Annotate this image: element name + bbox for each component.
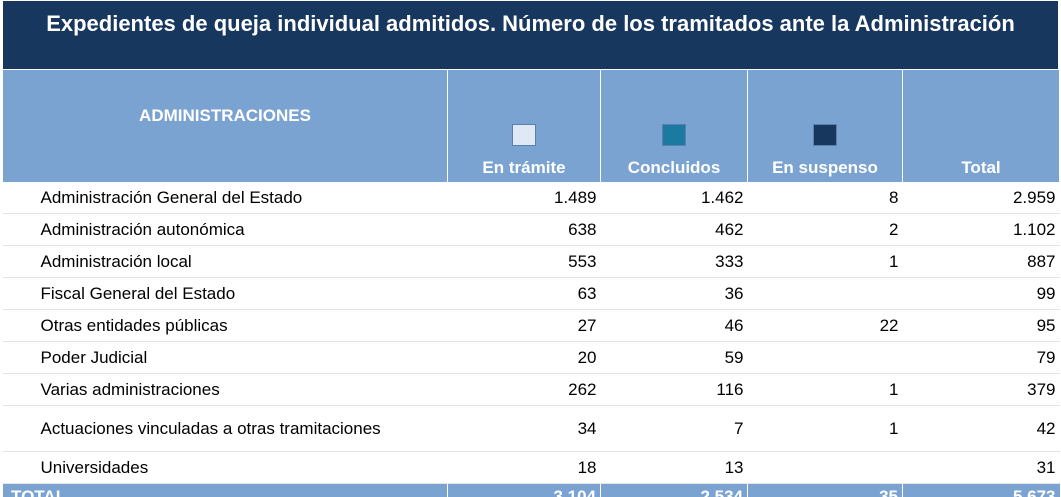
cell (747, 277, 903, 310)
row-label: Poder Judicial (2, 341, 448, 374)
cell: 2 (747, 213, 903, 246)
header-text: Concluidos (627, 158, 721, 177)
header-text: ADMINISTRACIONES (139, 106, 311, 125)
cell: 7 (600, 405, 748, 452)
row-label: Fiscal General del Estado (2, 277, 448, 310)
row-label: Administración General del Estado (2, 182, 448, 214)
row-label: Otras entidades públicas (2, 309, 448, 342)
row-label: Actuaciones vinculadas a otras tramitaci… (2, 405, 448, 452)
cell: 34 (447, 405, 601, 452)
table-row: Varias administraciones 262 116 1 379 (2, 373, 1060, 406)
cell: 116 (600, 373, 748, 406)
cell: 2.959 (902, 182, 1060, 214)
cell: 20 (447, 341, 601, 374)
cell: 462 (600, 213, 748, 246)
legend-swatch (813, 124, 837, 146)
legend-swatch (512, 124, 536, 146)
cell: 8 (747, 182, 903, 214)
row-label: Administración local (2, 245, 448, 278)
column-header: En suspenso (747, 70, 903, 182)
cell: 27 (447, 309, 601, 342)
cell: 887 (902, 245, 1060, 278)
cell: 63 (447, 277, 601, 310)
table-title: Expedientes de queja individual admitido… (2, 0, 1059, 70)
column-header: Total (902, 70, 1060, 182)
table-row: Poder Judicial 20 59 79 (2, 341, 1060, 374)
table-row: Fiscal General del Estado 63 36 99 (2, 277, 1060, 310)
cell: 1.489 (447, 182, 601, 214)
cell: 59 (600, 341, 748, 374)
table-row: Administración local 553 333 1 887 (2, 245, 1060, 278)
total-row: TOTAL 3.104 2.534 35 5.673 (2, 483, 1060, 497)
column-header: En trámite (447, 70, 601, 182)
cell: 333 (600, 245, 748, 278)
table-row: Administración General del Estado 1.489 1.… (2, 182, 1060, 214)
cell: 379 (902, 373, 1060, 406)
cell: 1.102 (902, 213, 1060, 246)
total-cell: 5.673 (902, 483, 1060, 497)
header-row: ADMINISTRACIONES En trámite Concluidos En s… (2, 70, 1060, 182)
cell: 46 (600, 309, 748, 342)
total-cell: 2.534 (600, 483, 748, 497)
cell: 1.462 (600, 182, 748, 214)
table-row: Otras entidades públicas 27 46 22 95 (2, 309, 1060, 342)
total-cell: 35 (747, 483, 903, 497)
cell: 1 (747, 373, 903, 406)
cell (747, 451, 903, 484)
cell: 79 (902, 341, 1060, 374)
header-text: Total (961, 158, 1001, 177)
cell: 18 (447, 451, 601, 484)
cell: 22 (747, 309, 903, 342)
header-text: En suspenso (772, 158, 878, 177)
total-cell: 3.104 (447, 483, 601, 497)
cell: 1 (747, 405, 903, 452)
cell: 95 (902, 309, 1060, 342)
cell (747, 341, 903, 374)
legend-swatch (662, 124, 686, 146)
table-row: Universidades 18 13 31 (2, 451, 1060, 484)
data-table: ADMINISTRACIONES En trámite Concluidos En s… (2, 70, 1060, 497)
row-label: Varias administraciones (2, 373, 448, 406)
column-header: Concluidos (600, 70, 748, 182)
header-text: En trámite (482, 158, 566, 177)
row-label: Universidades (2, 451, 448, 484)
cell: 36 (600, 277, 748, 310)
cell: 99 (902, 277, 1060, 310)
cell: 13 (600, 451, 748, 484)
table-body: Administración General del Estado 1.489 1.… (2, 182, 1060, 497)
row-label: Administración autonómica (2, 213, 448, 246)
table-row: Actuaciones vinculadas a otras tramitaci… (2, 405, 1060, 452)
table-row: Administración autonómica 638 462 2 1.102 (2, 213, 1060, 246)
cell: 638 (447, 213, 601, 246)
cell: 1 (747, 245, 903, 278)
column-header: ADMINISTRACIONES (2, 70, 448, 182)
cell: 42 (902, 405, 1060, 452)
cell: 553 (447, 245, 601, 278)
cell: 262 (447, 373, 601, 406)
total-label: TOTAL (2, 483, 448, 497)
cell: 31 (902, 451, 1060, 484)
